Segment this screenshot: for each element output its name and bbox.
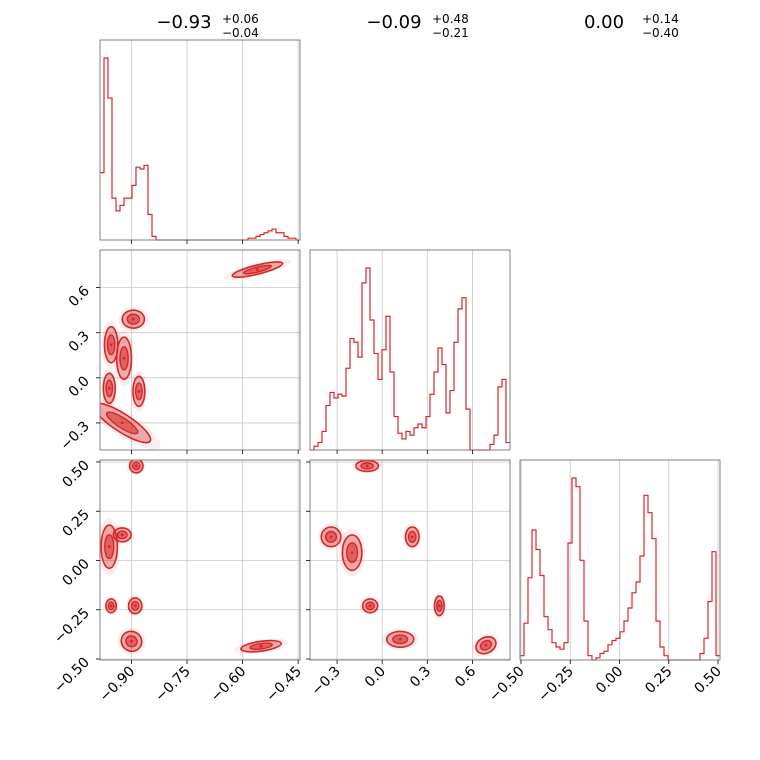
p2-vs-p0-ytick-label-3: 0.25 bbox=[59, 507, 92, 540]
p1-vs-p0-blob-5-peak bbox=[120, 421, 124, 425]
title-param-1-value: −0.09 bbox=[366, 12, 421, 33]
p1-vs-p0-ytick-label-0: −0.3 bbox=[57, 418, 92, 453]
p2-vs-p0-blob-0-peak bbox=[134, 464, 138, 468]
hist-p1-frame bbox=[309, 249, 511, 451]
title-param-1: −0.09 +0.48−0.21 bbox=[366, 12, 468, 40]
p2-vs-p0-ytick-label-0: −0.50 bbox=[51, 655, 93, 697]
hist-p2-frame bbox=[519, 459, 721, 661]
title-param-0-plus: +0.06 bbox=[222, 12, 259, 26]
p2-vs-p1-blob-2-peak bbox=[350, 551, 354, 555]
p2-vs-p1-blob-5-peak bbox=[437, 604, 441, 608]
p1-vs-p0-ytick-label-2: 0.3 bbox=[66, 328, 93, 355]
hist-p0-step-line bbox=[100, 57, 300, 241]
title-param-0-minus: −0.04 bbox=[222, 26, 259, 40]
p2-vs-p0-xtick-label-0: −0.90 bbox=[97, 664, 139, 706]
p1-vs-p0-blob-4-peak bbox=[137, 389, 141, 393]
p2-vs-p0-blob-4-peak bbox=[133, 604, 137, 608]
p2-vs-p1-blob-4-peak bbox=[368, 604, 372, 608]
p2-vs-p0-frame bbox=[99, 459, 301, 661]
p2-vs-p1-contours bbox=[317, 460, 500, 657]
p2-vs-p0-ytick-label-2: 0.00 bbox=[59, 556, 92, 589]
p2-vs-p0-ytick-label-4: 0.50 bbox=[59, 457, 92, 490]
title-param-1-plus: +0.48 bbox=[432, 12, 469, 26]
title-param-2-value: 0.00 bbox=[584, 12, 624, 33]
p2-vs-p1-blob-0-peak bbox=[365, 464, 369, 468]
title-param-1-minus: −0.21 bbox=[432, 26, 469, 40]
hist-p2-step-line bbox=[520, 477, 720, 661]
p2-vs-p0-xtick-label-2: −0.60 bbox=[208, 664, 250, 706]
p2-vs-p0-contours bbox=[100, 460, 289, 655]
hist-p2-xtick-label-4: 0.50 bbox=[692, 664, 725, 697]
p2-vs-p1-xtick-label-1: 0.0 bbox=[362, 664, 389, 691]
p2-vs-p1-blob-1-peak bbox=[329, 535, 333, 539]
p1-vs-p0-ytick-label-1: 0.0 bbox=[66, 373, 93, 400]
p2-vs-p0-ytick-label-1: −0.25 bbox=[51, 605, 93, 647]
hist-p1-step-line bbox=[310, 267, 510, 451]
hist-p2-xtick-label-3: 0.25 bbox=[642, 664, 675, 697]
p2-vs-p1-blob-6-peak bbox=[398, 637, 402, 641]
p1-vs-p0-contours bbox=[100, 259, 292, 450]
title-param-0: −0.93 +0.06−0.04 bbox=[156, 12, 258, 40]
p2-vs-p0-blob-3-peak bbox=[109, 604, 113, 608]
p1-vs-p0-blob-6-peak bbox=[256, 268, 259, 271]
p2-vs-p1-frame bbox=[309, 459, 511, 661]
p2-vs-p0-xtick-label-3: −0.45 bbox=[263, 664, 305, 706]
hist-p2-xtick-label-1: −0.25 bbox=[535, 664, 577, 706]
p2-vs-p0-blob-1-peak bbox=[107, 545, 111, 549]
p2-vs-p0-xtick-label-1: −0.75 bbox=[152, 664, 194, 706]
hist-p2-xtick-label-0: −0.50 bbox=[486, 664, 528, 706]
title-param-0-value: −0.93 bbox=[156, 12, 211, 33]
p2-vs-p1-xtick-label-0: −0.3 bbox=[309, 664, 344, 699]
title-param-2-minus: −0.40 bbox=[642, 26, 679, 40]
p1-vs-p0-blob-2-peak bbox=[122, 356, 126, 360]
hist-p0-frame bbox=[99, 39, 301, 241]
p2-vs-p0-blob-6-peak bbox=[259, 644, 263, 648]
p2-vs-p0-blob-5-peak bbox=[130, 639, 133, 643]
p1-vs-p0-frame bbox=[99, 249, 301, 451]
p1-vs-p0-ytick-label-3: 0.6 bbox=[66, 283, 93, 310]
p2-vs-p1-blob-7-peak bbox=[484, 643, 488, 647]
title-param-2-plus: +0.14 bbox=[642, 12, 679, 26]
title-param-2: 0.00 +0.14−0.40 bbox=[584, 12, 679, 40]
p2-vs-p0-blob-2-peak bbox=[120, 533, 124, 537]
p1-vs-p0-blob-3-peak bbox=[131, 317, 135, 321]
p2-vs-p1-xtick-label-3: 0.6 bbox=[452, 663, 479, 690]
p2-vs-p1-blob-3-peak bbox=[410, 535, 414, 539]
p2-vs-p1-xtick-label-2: 0.3 bbox=[407, 664, 434, 691]
hist-p2-xtick-label-2: 0.00 bbox=[593, 664, 626, 697]
p1-vs-p0-blob-1-peak bbox=[107, 386, 111, 390]
p1-vs-p0-blob-0-peak bbox=[109, 343, 113, 347]
